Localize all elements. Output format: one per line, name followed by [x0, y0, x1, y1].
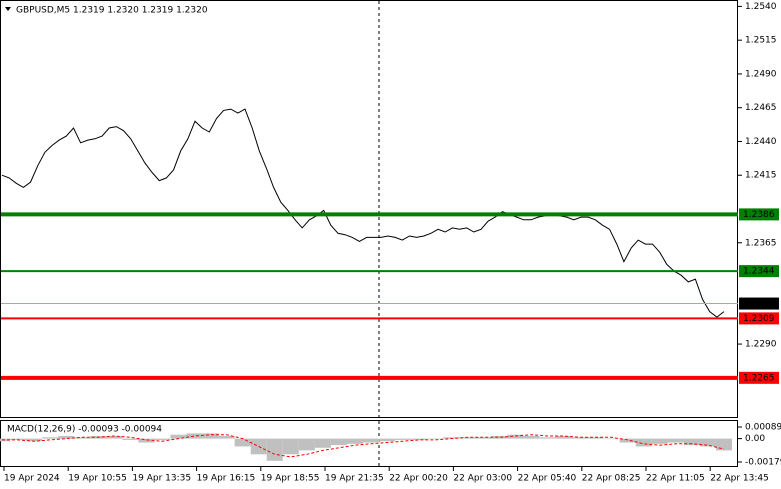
y-tick-label: 1.2290	[745, 340, 777, 350]
x-tick-label: 19 Apr 10:55	[68, 474, 127, 484]
y-tick-label: 1.2415	[745, 171, 777, 181]
histogram-bar	[202, 433, 219, 439]
histogram-bar	[154, 438, 171, 440]
histogram-bar	[26, 438, 43, 442]
y-tick-label: 1.2515	[745, 36, 777, 46]
x-tick-label: 22 Apr 13:45	[710, 474, 769, 484]
histogram-bar	[603, 438, 620, 440]
histogram-bar	[234, 438, 251, 447]
y-tick-label: 1.2490	[745, 69, 777, 79]
histogram-bar	[523, 436, 540, 439]
histogram-bar	[395, 438, 412, 440]
histogram-bar	[346, 438, 363, 444]
level-label: 1.2386	[743, 210, 775, 220]
signal-line	[2, 434, 725, 458]
x-tick-label: 22 Apr 05:40	[518, 474, 577, 484]
histogram-bar	[0, 438, 11, 442]
x-tick-label: 22 Apr 08:25	[582, 474, 641, 484]
histogram-bar	[715, 438, 733, 451]
y-tick-label: 1.2540	[745, 2, 777, 12]
histogram-bar	[427, 438, 444, 440]
histogram-bar	[411, 438, 428, 440]
histogram-bar	[443, 437, 460, 439]
histogram-bar	[635, 438, 652, 447]
histogram-bar	[539, 437, 556, 439]
level-label-bg	[739, 312, 779, 325]
histogram-bar	[282, 438, 299, 455]
histogram-bar	[106, 436, 123, 439]
histogram-bar	[10, 438, 27, 440]
histogram-bar	[459, 437, 476, 439]
level-label: 1.2309	[743, 314, 775, 324]
histogram-bar	[122, 438, 139, 440]
y-tick-label: 1.2440	[745, 137, 777, 147]
x-tick-label: 22 Apr 03:00	[453, 474, 512, 484]
histogram-bar	[330, 438, 347, 446]
histogram-bar	[651, 438, 668, 444]
histogram-bar	[619, 438, 636, 443]
level-label-bg	[739, 371, 779, 384]
level-label: 1.2320	[743, 299, 775, 309]
histogram-bar	[186, 433, 203, 439]
x-tick-label: 19 Apr 13:35	[132, 474, 191, 484]
histogram-bar	[475, 437, 492, 439]
level-label: 1.2265	[743, 373, 775, 383]
level-label-bg	[739, 265, 779, 278]
histogram-bar	[587, 437, 604, 439]
y-tick-label: 1.2365	[745, 238, 777, 248]
y-tick-label: 0.00089	[745, 423, 781, 433]
x-tick-label: 19 Apr 2024	[4, 474, 60, 484]
histogram-bar	[571, 437, 588, 439]
histogram-bar	[363, 438, 380, 443]
y-tick-label: -0.00179	[745, 458, 781, 468]
macd-pane	[0, 420, 738, 467]
histogram-bar	[42, 437, 59, 439]
histogram-bar	[170, 434, 187, 439]
main-pane	[0, 0, 738, 418]
x-tick-label: 22 Apr 11:05	[646, 474, 705, 484]
macd-title: MACD(12,26,9) -0.00093 -0.00094	[7, 425, 162, 435]
x-tick-label: 19 Apr 21:35	[325, 474, 384, 484]
price-line	[1, 108, 725, 318]
histogram-bar	[138, 438, 155, 443]
histogram-bar	[507, 434, 524, 439]
histogram-bar	[683, 438, 700, 446]
x-tick-label: 19 Apr 16:15	[197, 474, 256, 484]
x-tick-label: 22 Apr 00:20	[389, 474, 448, 484]
histogram-bar	[555, 436, 572, 439]
histogram-bar	[491, 436, 508, 439]
histogram-bar	[218, 436, 235, 439]
histogram-bar	[699, 438, 716, 447]
histogram-bar	[667, 438, 684, 443]
y-tick-label: 1.2465	[745, 103, 777, 113]
menu-icon	[5, 7, 11, 11]
histogram-bar	[379, 438, 396, 442]
histogram-bar	[298, 438, 315, 451]
y-tick-label: 0.00	[745, 434, 765, 444]
level-label-bg	[739, 208, 779, 221]
level-label-bg	[739, 297, 779, 310]
level-label: 1.2344	[743, 267, 775, 277]
chart-title: GBPUSD,M5 1.2319 1.2320 1.2319 1.2320	[16, 6, 208, 16]
histogram-bar	[314, 438, 331, 448]
histogram-bar	[74, 437, 91, 439]
histogram-bar	[58, 436, 75, 439]
histogram-bar	[266, 438, 283, 461]
x-tick-label: 19 Apr 18:55	[261, 474, 320, 484]
